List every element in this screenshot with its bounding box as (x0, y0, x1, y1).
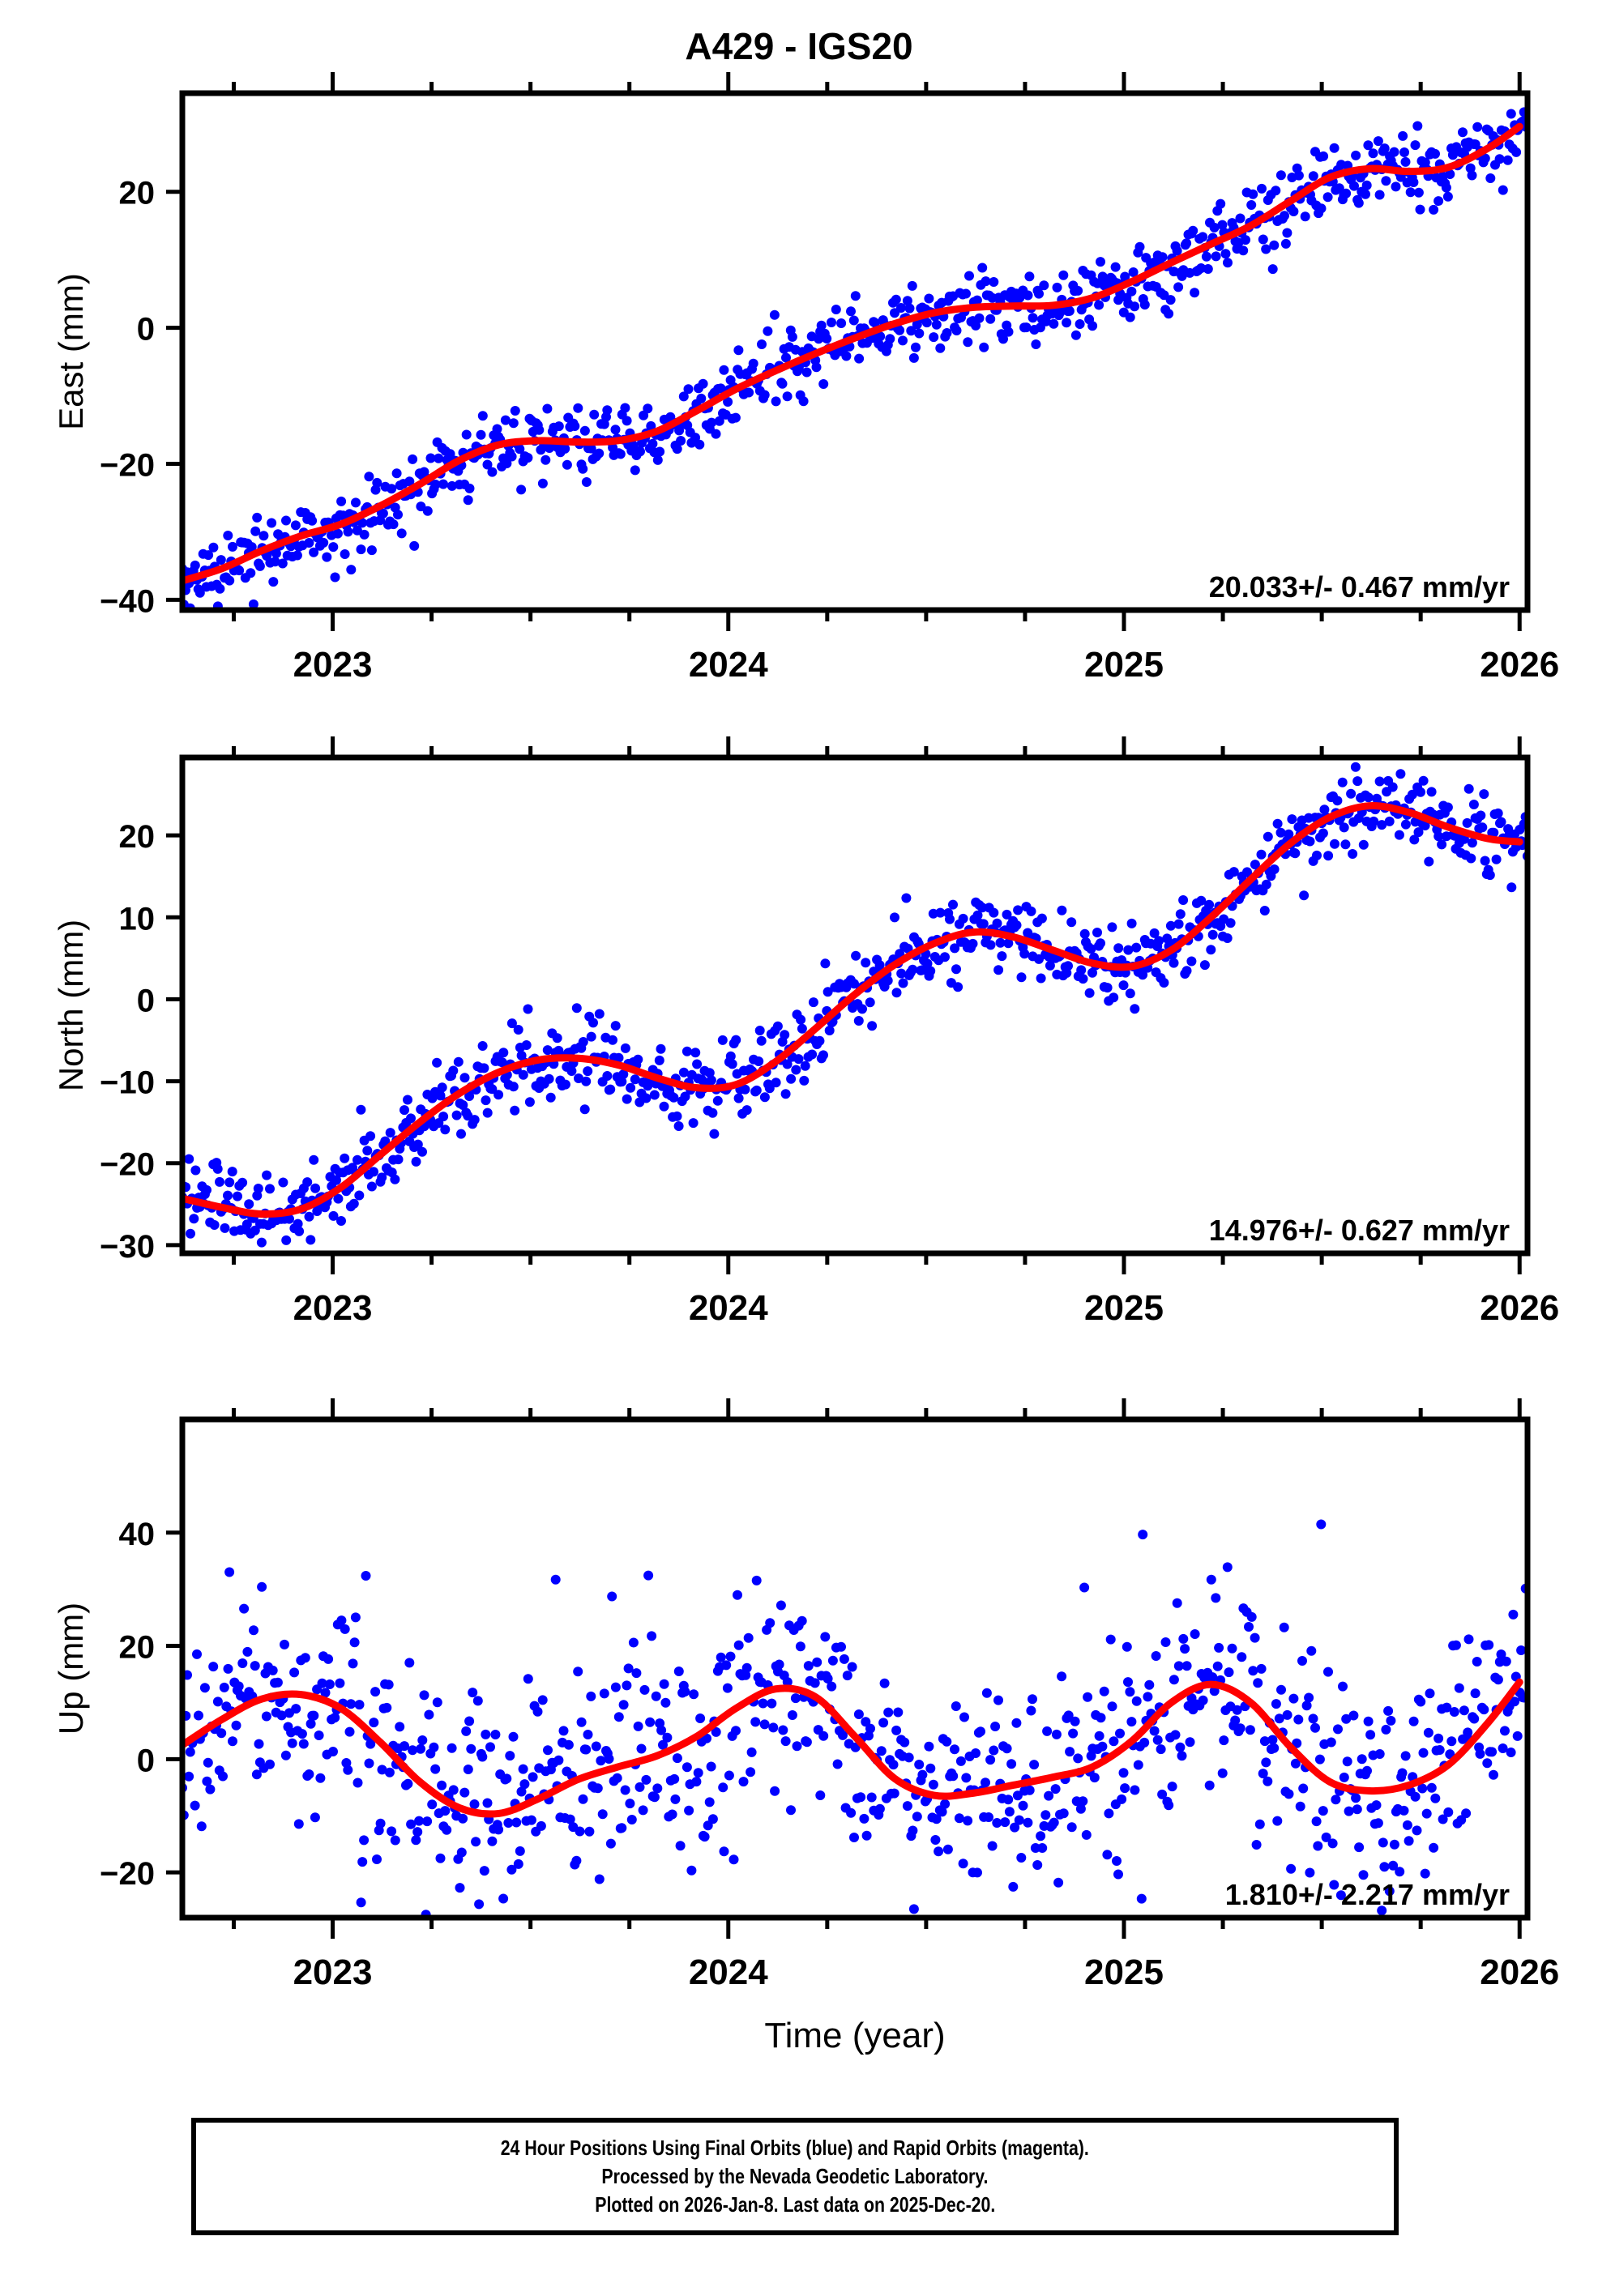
caption-box: 24 Hour Positions Using Final Orbits (bl… (191, 2118, 1399, 2235)
y-tick-label: 10 (119, 901, 156, 937)
y-tick-label: −20 (100, 1147, 155, 1183)
page-title: A429 - IGS20 (685, 25, 913, 67)
y-tick-label: 0 (137, 983, 155, 1018)
rate-annotation-north: 14.976+/- 0.627 mm/yr (1209, 1214, 1510, 1247)
x-tick-label: 2023 (293, 645, 373, 685)
scatter-series-east (182, 107, 1528, 610)
chart-panel-east: 20 0 −20 −40 2023 2024 2025 2026 East (mm) 20.033… (52, 72, 1559, 685)
x-tick-label: 2024 (689, 1288, 768, 1328)
y-axis-label-east: East (mm) (52, 273, 90, 430)
trend-line-east (182, 122, 1523, 585)
x-tick-label: 2024 (689, 645, 768, 685)
x-tick-label: 2025 (1084, 1952, 1164, 1992)
x-axis-label: Time (year) (764, 2016, 945, 2055)
scatter-series-up (182, 1519, 1528, 1918)
y-tick-label: 20 (119, 176, 156, 211)
y-tick-label: 0 (137, 1743, 155, 1778)
y-tick-label: −10 (100, 1065, 155, 1101)
trend-line-up (182, 1678, 1523, 1818)
x-tick-label: 2024 (689, 1952, 768, 1992)
x-tick-label: 2026 (1480, 1288, 1559, 1328)
y-tick-label: −20 (100, 448, 155, 484)
y-tick-label: 40 (119, 1517, 156, 1552)
y-tick-label: −20 (100, 1856, 155, 1892)
rate-annotation-up: 1.810+/- 2.217 mm/yr (1225, 1878, 1510, 1911)
y-tick-label: −30 (100, 1229, 155, 1265)
caption-line-1: 24 Hour Positions Using Final Orbits (bl… (500, 2135, 1090, 2160)
x-tick-label: 2026 (1480, 1952, 1559, 1992)
caption-line-3: Plotted on 2026-Jan-8. Last data on 2025… (594, 2192, 996, 2217)
plot-frame-north (179, 754, 1531, 1257)
caption-line-2: Processed by the Nevada Geodetic Laborat… (601, 2163, 989, 2188)
x-tick-label: 2023 (293, 1288, 373, 1328)
y-axis-label-up: Up (mm) (52, 1603, 90, 1735)
x-tick-label: 2026 (1480, 645, 1559, 685)
chart-panel-up: 40 20 0 −20 2023 2024 2025 2026 Up (mm) 1.810+/- … (52, 1398, 1559, 2055)
x-tick-label: 2025 (1084, 1288, 1164, 1328)
y-tick-label: −40 (100, 583, 155, 619)
y-tick-label: 0 (137, 312, 155, 348)
x-tick-label: 2025 (1084, 645, 1164, 685)
plot-frame-up (179, 1416, 1531, 1921)
trend-line-north (182, 802, 1523, 1218)
chart-panel-north: 20 10 0 −10 −20 −30 2023 2024 2025 2026 North (mm)… (52, 736, 1559, 1328)
scatter-series-north (182, 762, 1528, 1248)
plot-frame-east (179, 90, 1531, 613)
rate-annotation-east: 20.033+/- 0.467 mm/yr (1209, 570, 1510, 604)
y-tick-label: 20 (119, 1630, 156, 1666)
y-tick-label: 20 (119, 819, 156, 855)
x-tick-label: 2023 (293, 1952, 373, 1992)
y-axis-label-north: North (mm) (52, 920, 90, 1091)
